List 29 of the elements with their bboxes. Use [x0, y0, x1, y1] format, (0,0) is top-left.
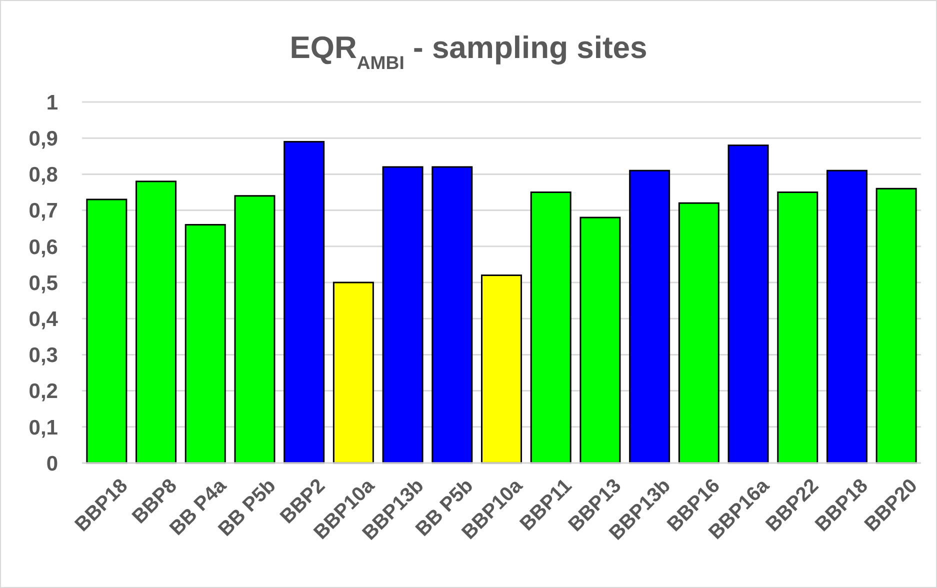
bar: [580, 216, 621, 464]
y-tick-label: 0,4: [28, 308, 58, 331]
y-tick-label: 0,8: [28, 164, 58, 187]
bar: [432, 166, 473, 464]
bar: [826, 170, 868, 464]
bar: [678, 202, 720, 464]
bar: [284, 140, 325, 464]
bar: [777, 192, 818, 464]
y-tick-label: 0,7: [28, 200, 58, 223]
bar: [876, 188, 917, 464]
bar: [234, 195, 276, 464]
y-tick-label: 0,6: [28, 236, 58, 259]
y-tick-label: 0,1: [28, 416, 58, 440]
bar: [136, 180, 177, 464]
y-tick-label: 0,9: [28, 127, 58, 150]
y-tick-label: 0,3: [28, 344, 58, 368]
bar: [629, 170, 670, 464]
bar: [332, 282, 374, 464]
bar: [184, 224, 226, 464]
y-tick-label: 1: [46, 91, 58, 114]
y-tick-label: 0,2: [28, 380, 58, 404]
bar: [382, 166, 424, 464]
bar: [481, 274, 522, 464]
bar: [86, 198, 128, 464]
bar: [530, 192, 572, 464]
y-tick-label: 0: [46, 452, 58, 476]
y-tick-label: 0,5: [28, 272, 58, 295]
chart-title: EQR$_{AMBI}$ - sampling sites: [290, 30, 648, 72]
bar: [728, 144, 769, 464]
